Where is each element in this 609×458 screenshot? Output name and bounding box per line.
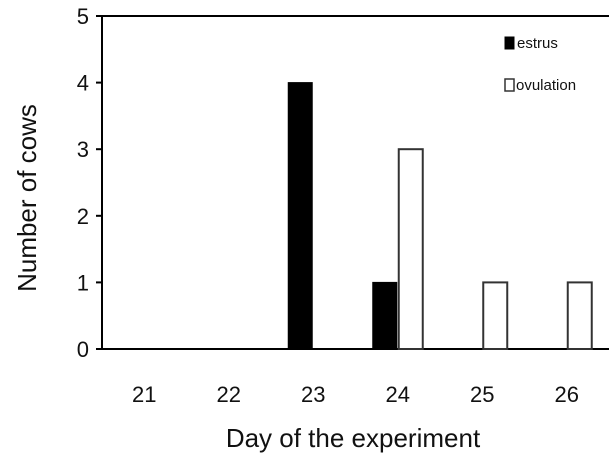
x-tick-label: 26 <box>555 382 579 407</box>
bars <box>288 83 592 349</box>
legend-swatch-ovulation <box>505 79 514 91</box>
legend: estrus ovulation <box>505 35 576 94</box>
y-tick-label: 0 <box>77 337 89 362</box>
x-tick-label: 23 <box>301 382 325 407</box>
plot-frame <box>102 16 609 349</box>
y-tick-label: 5 <box>77 4 89 29</box>
x-tick-label: 24 <box>386 382 410 407</box>
y-tick-label: 2 <box>77 204 89 229</box>
legend-swatch-estrus <box>505 37 514 49</box>
y-axis-ticks: 0 1 2 3 4 5 <box>77 4 102 362</box>
bar-estrus-24 <box>373 282 397 349</box>
y-tick-label: 1 <box>77 270 89 295</box>
x-tick-label: 25 <box>470 382 494 407</box>
x-axis-title: Day of the experiment <box>226 423 481 453</box>
y-tick-label: 4 <box>77 71 89 96</box>
y-tick-label: 3 <box>77 137 89 162</box>
legend-label-estrus: estrus <box>517 35 558 52</box>
x-tick-label: 21 <box>132 382 156 407</box>
bar-ovulation-26 <box>568 282 592 349</box>
bar-ovulation-25 <box>483 282 507 349</box>
bar-ovulation-24 <box>399 149 423 349</box>
x-tick-label: 22 <box>217 382 241 407</box>
y-axis-title: Number of cows <box>12 104 42 292</box>
bar-estrus-23 <box>288 83 312 349</box>
x-axis-ticks: 21 22 23 24 25 26 <box>132 382 579 407</box>
legend-label-ovulation: ovulation <box>516 77 576 94</box>
